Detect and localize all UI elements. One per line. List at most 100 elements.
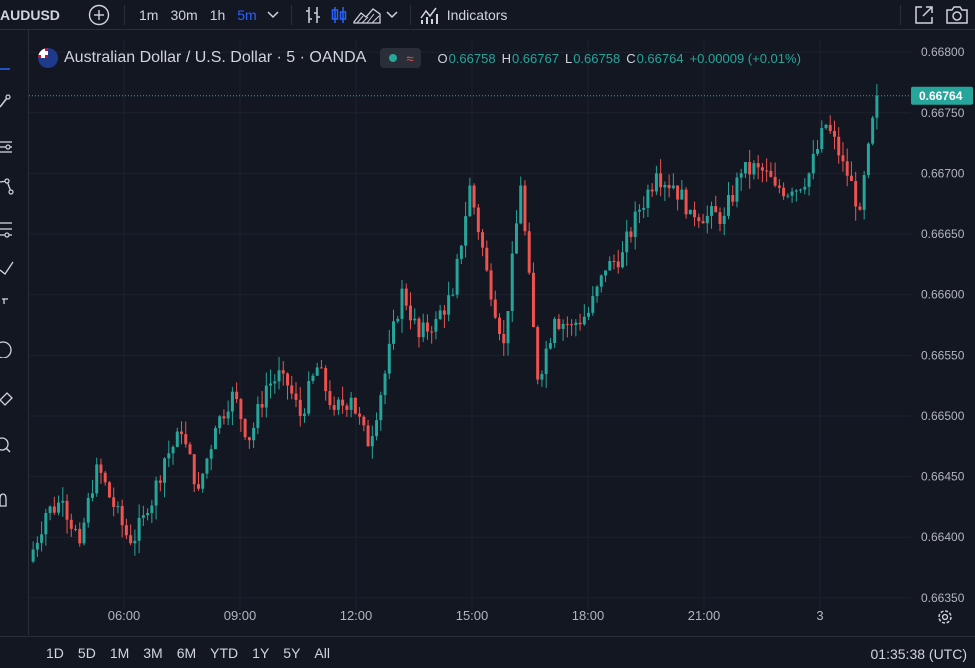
candle-body	[849, 175, 853, 182]
candle-body	[430, 331, 434, 333]
trend-line-icon[interactable]	[0, 92, 14, 110]
range-all-button[interactable]: All	[314, 644, 330, 661]
candle-body	[201, 473, 205, 489]
chevron-down-icon	[267, 10, 279, 18]
divider	[290, 4, 292, 25]
candle-body	[370, 436, 374, 447]
candle-body	[184, 434, 188, 445]
bars-style-button[interactable]	[300, 0, 326, 29]
candle-body	[129, 535, 133, 544]
candle-body	[735, 177, 739, 202]
range-6m-button[interactable]: 6M	[176, 644, 197, 661]
market-status-pill[interactable]: ≈	[380, 48, 422, 68]
candle-body	[48, 506, 52, 513]
candle-body	[442, 310, 446, 315]
range-1y-button[interactable]: 1Y	[252, 644, 270, 661]
candle-body	[765, 170, 769, 172]
candle-body	[205, 458, 209, 474]
candle-body	[866, 143, 870, 176]
candle-body	[506, 311, 510, 344]
candle-body	[264, 385, 268, 408]
timeframe-5m-button[interactable]: 5m	[237, 6, 257, 23]
candle-body	[213, 428, 217, 450]
lock-icon[interactable]	[0, 490, 14, 508]
candle-body	[705, 215, 709, 224]
price-tick-label: 0.66800	[921, 45, 965, 59]
candle-body	[561, 323, 565, 329]
candle-body	[383, 373, 387, 396]
candle-body	[230, 391, 234, 412]
symbol-search-button[interactable]: AUDUSD	[0, 6, 60, 23]
candle-body	[392, 321, 396, 344]
candle-body	[743, 162, 747, 174]
utc-clock[interactable]: 01:35:38 (UTC)	[870, 646, 967, 662]
timeframe-1m-button[interactable]: 1m	[139, 6, 159, 23]
candle-body	[65, 500, 69, 520]
range-5d-button[interactable]: 5D	[77, 644, 96, 661]
close-value: 0.66764	[636, 50, 684, 66]
candle-series	[31, 84, 879, 564]
candle-body	[824, 124, 828, 129]
horizontal-lines-icon[interactable]	[0, 138, 14, 156]
candle-body	[459, 245, 463, 259]
candle-body	[816, 149, 820, 154]
gear-icon	[938, 610, 952, 624]
range-5y-button[interactable]: 5Y	[283, 644, 301, 661]
ruler-icon[interactable]	[0, 390, 14, 408]
price-chart[interactable]: 0.66800 0.66750 0.66700 0.66650 0.66600 0.665…	[29, 30, 975, 635]
candle-body	[828, 124, 832, 131]
candle-body	[464, 216, 468, 246]
fib-icon[interactable]	[0, 220, 14, 238]
candle-body	[642, 207, 646, 210]
emoji-icon[interactable]	[0, 340, 14, 358]
text-icon[interactable]	[0, 296, 14, 314]
zoom-icon[interactable]	[0, 436, 14, 454]
candle-body	[341, 399, 345, 406]
range-1m-button[interactable]: 1M	[109, 644, 130, 661]
screenshot-button[interactable]	[939, 0, 975, 29]
range-ytd-button[interactable]: YTD	[210, 644, 239, 661]
indicators-icon	[420, 7, 438, 24]
candle-body	[782, 187, 786, 197]
candle-body	[659, 173, 663, 188]
fullscreen-button[interactable]	[909, 0, 939, 29]
plus-circle-icon	[88, 4, 110, 25]
candle-body	[226, 411, 230, 419]
timeframe-dropdown-button[interactable]	[263, 0, 283, 29]
candle-body	[565, 323, 569, 325]
candle-body	[455, 258, 459, 295]
compare-add-button[interactable]	[86, 0, 112, 29]
nodes-icon[interactable]	[0, 177, 14, 195]
timeframe-30m-button[interactable]: 30m	[170, 6, 198, 23]
candle-body	[438, 310, 442, 319]
candle-body	[243, 419, 247, 438]
axis-settings-button[interactable]	[938, 610, 952, 624]
area-style-button[interactable]	[352, 0, 382, 29]
range-3m-button[interactable]: 3M	[143, 644, 163, 661]
chart-title[interactable]: Australian Dollar / U.S. Dollar · 5 · OA…	[64, 49, 367, 66]
candle-body	[188, 444, 192, 455]
candle-body	[481, 232, 485, 248]
price-axis[interactable]: 0.66800 0.66750 0.66700 0.66650 0.66600 0.665…	[921, 45, 965, 605]
candle-body	[57, 502, 61, 513]
candle-body	[697, 217, 701, 222]
candle-body	[396, 318, 400, 322]
chart-grid	[29, 40, 911, 610]
indicators-button[interactable]: Indicators	[419, 0, 516, 29]
brush-icon[interactable]	[0, 258, 14, 276]
candle-body	[408, 305, 412, 321]
candles-style-button[interactable]	[326, 0, 352, 29]
timeframe-1h-button[interactable]: 1h	[209, 6, 226, 23]
candle-body	[146, 512, 150, 516]
time-axis[interactable]: 06:00 09:00 12:00 15:00 18:00 21:00 3	[108, 608, 824, 623]
candle-body	[44, 512, 48, 535]
candle-body	[103, 472, 107, 483]
candle-body	[701, 221, 705, 224]
crosshair-icon[interactable]	[0, 60, 14, 78]
candle-body	[52, 506, 56, 513]
chart-type-dropdown-button[interactable]	[382, 0, 402, 29]
range-1d-button[interactable]: 1D	[46, 644, 64, 661]
candle-body	[447, 295, 451, 315]
candle-body	[362, 416, 366, 426]
candle-body	[163, 458, 167, 483]
